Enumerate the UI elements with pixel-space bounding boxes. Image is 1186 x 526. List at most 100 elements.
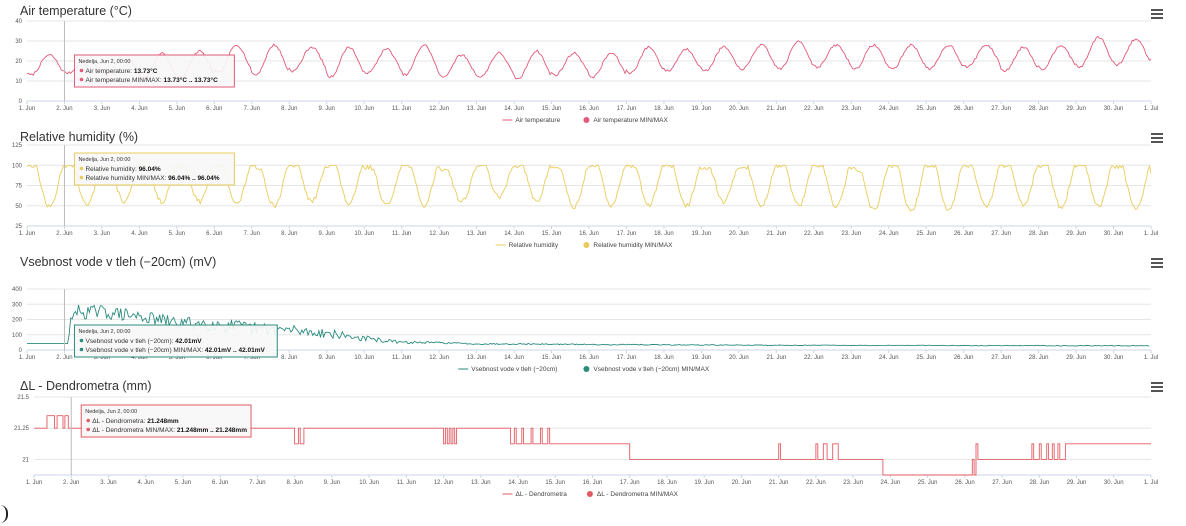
x-tick-label: 2. Jun bbox=[56, 231, 72, 237]
x-tick-label: 4. Jun bbox=[138, 480, 154, 486]
x-tick-label: 22. Jun bbox=[806, 480, 826, 486]
chart-panel-dendrometer: ΔL - Dendrometra (mm) 21 21.25 21.5 1. Jun 2… bbox=[0, 376, 1186, 506]
tooltip: Nedelja, Jun 2, 00:00 Air temperature: 13… bbox=[73, 54, 235, 88]
x-tick-label: 19. Jun bbox=[692, 106, 712, 112]
tooltip-marker bbox=[79, 77, 84, 82]
y-tick-label: 50 bbox=[15, 204, 22, 210]
legend-entry: Relative humidity MIN/MAX bbox=[593, 242, 673, 249]
x-tick-label: 28. Jun bbox=[1029, 106, 1049, 112]
x-tick-label: 7. Jun bbox=[244, 355, 260, 361]
x-tick-label: 13. Jun bbox=[467, 231, 487, 237]
tooltip-marker bbox=[86, 427, 91, 432]
chart-svg: 0 100 200 300 400 1. Jun 2. Jun 3. Jun 4. Jun 5. … bbox=[12, 287, 1158, 373]
x-tick-label: 20. Jun bbox=[732, 480, 752, 486]
tooltip-value1: 96.04% bbox=[139, 166, 161, 173]
x-tick-label: 30. Jun bbox=[1104, 355, 1124, 361]
x-tick-label: 30. Jun bbox=[1104, 106, 1124, 112]
x-tick-label: 25. Jun bbox=[916, 231, 936, 237]
x-tick-label: 23. Jun bbox=[841, 231, 861, 237]
y-tick-label: 21 bbox=[22, 457, 29, 463]
y-tick-label: 200 bbox=[12, 318, 23, 324]
chart-svg: 21 21.25 21.5 1. Jun 2. Jun 3. Jun 4. Jun 5. Ju… bbox=[14, 395, 1158, 498]
x-tick-label: 1. Jun bbox=[19, 355, 35, 361]
x-tick-label: 22. Jun bbox=[804, 231, 824, 237]
y-tick-label: 300 bbox=[12, 302, 23, 308]
x-tick-label: 5. Jun bbox=[175, 480, 191, 486]
y-tick-label: 21.5 bbox=[17, 395, 29, 401]
tooltip-line1: Air temperature: 13.73°C bbox=[85, 67, 157, 75]
x-tick-label: 20. Jun bbox=[729, 106, 749, 112]
tooltip-line2: Air temperature MIN/MAX: 13.73°C .. 13.7… bbox=[85, 76, 218, 84]
x-tick-label: 30. Jun bbox=[1104, 231, 1124, 237]
x-tick-label: 1. Jun bbox=[19, 231, 35, 237]
legend-entry: Air temperature MIN/MAX bbox=[593, 117, 668, 124]
chart-panel-soil-water: Vsebnost vode v tleh (−20cm) (mV) 0 100 20… bbox=[0, 252, 1186, 376]
legend-entry: ΔL - Dendrometra bbox=[516, 491, 568, 498]
x-tick-label: 4. Jun bbox=[131, 106, 147, 112]
chart-menu-icon[interactable] bbox=[1151, 9, 1163, 19]
legend: Air temperature Air temperature MIN/MAX bbox=[502, 117, 668, 124]
x-tick-label: 18. Jun bbox=[654, 106, 674, 112]
tooltip-value2: 42.01mV .. 42.01mV bbox=[205, 347, 266, 354]
x-tick-label: 24. Jun bbox=[879, 106, 899, 112]
x-tick-label: 29. Jun bbox=[1066, 231, 1086, 237]
x-tick-label: 22. Jun bbox=[804, 106, 824, 112]
x-tick-label: 14. Jun bbox=[504, 231, 524, 237]
x-tick-label: 16. Jun bbox=[583, 480, 603, 486]
x-tick-label: 15. Jun bbox=[542, 355, 562, 361]
y-tick-label: 100 bbox=[12, 333, 23, 339]
x-tick-label: 27. Jun bbox=[991, 355, 1011, 361]
x-tick-label: 5. Jun bbox=[169, 355, 185, 361]
tooltip-box bbox=[80, 404, 252, 438]
chart-menu-icon[interactable] bbox=[1151, 382, 1163, 392]
x-tick-label: 7. Jun bbox=[249, 480, 265, 486]
x-tick-label: 15. Jun bbox=[542, 231, 562, 237]
y-tick-label: 40 bbox=[15, 19, 22, 25]
tooltip-line1: ΔL - Dendrometra: 21.248mm bbox=[92, 418, 179, 425]
x-tick-label: 17. Jun bbox=[617, 106, 637, 112]
y-tick-label: 75 bbox=[15, 184, 22, 190]
x-tick-label: 13. Jun bbox=[471, 480, 491, 486]
legend-entry: ΔL - Dendrometra MIN/MAX bbox=[597, 491, 679, 498]
tooltip-marker bbox=[79, 166, 84, 171]
x-tick-label: 11. Jun bbox=[392, 355, 411, 361]
y-tick-label: 30 bbox=[15, 39, 22, 45]
legend: Vsebnost vode v tleh (−20cm) Vsebnost vod… bbox=[458, 366, 710, 373]
x-tick-label: 5. Jun bbox=[169, 106, 185, 112]
tooltip-date: Nedelja, Jun 2, 00:00 bbox=[78, 59, 130, 65]
x-tick-label: 11. Jun bbox=[392, 106, 411, 112]
x-tick-label: 8. Jun bbox=[281, 355, 297, 361]
tooltip: Nedelja, Jun 2, 00:00 Vsebnost vode v tle… bbox=[73, 324, 278, 358]
x-tick-label: 16. Jun bbox=[579, 355, 599, 361]
chart-panel-relative-humidity: Relative humidity (%) 25 50 75 100 125 1. Jun… bbox=[0, 128, 1186, 252]
x-tick-label: 15. Jun bbox=[545, 480, 565, 486]
chart-title: Vsebnost vode v tleh (−20cm) (mV) bbox=[20, 255, 217, 269]
x-tick-label: 3. Jun bbox=[94, 106, 110, 112]
x-tick-label: 8. Jun bbox=[286, 480, 302, 486]
x-tick-label: 4. Jun bbox=[131, 231, 147, 237]
tooltip-value2: 13.73°C .. 13.73°C bbox=[163, 76, 218, 84]
tooltip-value2: 21.248mm .. 21.248mm bbox=[177, 427, 247, 434]
tooltip-date: Nedelja, Jun 2, 00:00 bbox=[78, 157, 130, 163]
tooltip-box bbox=[73, 54, 235, 88]
tooltip-value1: 21.248mm bbox=[147, 418, 179, 425]
tooltip-marker bbox=[79, 175, 84, 180]
x-tick-label: 28. Jun bbox=[1029, 355, 1049, 361]
x-tick-label: 19. Jun bbox=[694, 480, 714, 486]
chart-menu-icon[interactable] bbox=[1151, 133, 1163, 143]
x-tick-label: 23. Jun bbox=[841, 106, 861, 112]
tooltip-marker bbox=[79, 338, 84, 343]
x-tick-label: 12. Jun bbox=[434, 480, 454, 486]
y-tick-label: 125 bbox=[12, 143, 23, 149]
chart-panel-air-temperature: Air temperature (°C) 0 10 20 30 40 1. Jun 2. J… bbox=[0, 0, 1186, 128]
tooltip-value2: 96.04% .. 96.04% bbox=[168, 175, 220, 182]
x-tick-label: 9. Jun bbox=[324, 480, 340, 486]
x-tick-label: 11. Jun bbox=[397, 480, 416, 486]
x-tick-label: 21. Jun bbox=[766, 355, 786, 361]
x-tick-label: 20. Jun bbox=[729, 231, 749, 237]
series-line bbox=[34, 415, 1151, 476]
x-tick-label: 28. Jun bbox=[1029, 231, 1049, 237]
chart-title: ΔL - Dendrometra (mm) bbox=[20, 379, 152, 393]
chart-menu-icon[interactable] bbox=[1151, 258, 1163, 268]
y-tick-label: 0 bbox=[19, 99, 23, 105]
